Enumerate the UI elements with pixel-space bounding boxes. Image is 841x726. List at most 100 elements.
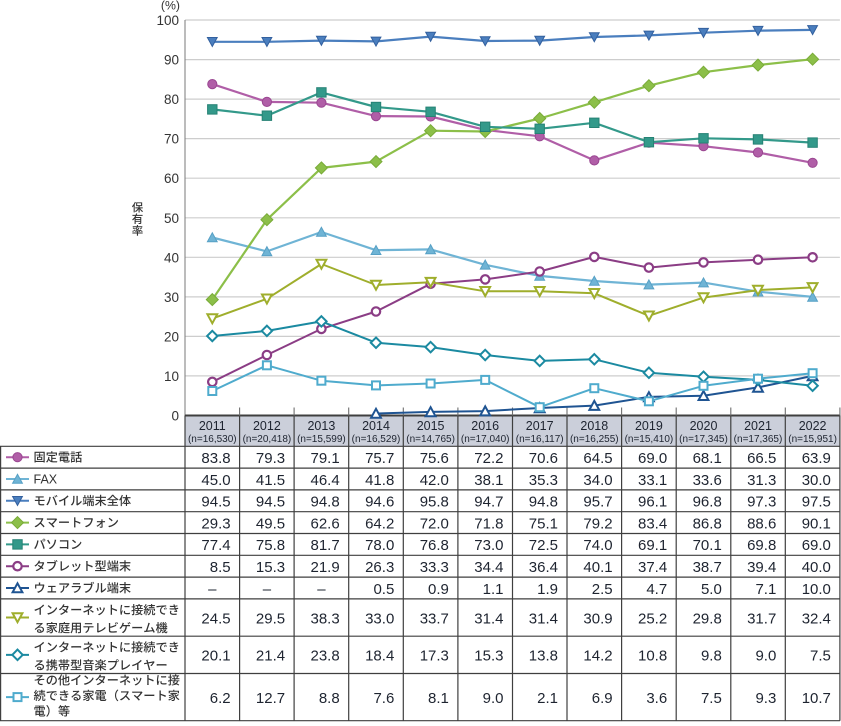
svg-text:12.7: 12.7 — [256, 690, 285, 707]
svg-text:10: 10 — [164, 369, 179, 384]
svg-text:8.1: 8.1 — [428, 690, 449, 707]
svg-text:(n=16,530): (n=16,530) — [188, 434, 237, 445]
svg-text:2016: 2016 — [471, 419, 499, 433]
svg-text:17.3: 17.3 — [420, 648, 449, 665]
svg-text:33.1: 33.1 — [638, 472, 667, 489]
svg-text:30: 30 — [164, 290, 179, 305]
svg-text:1.9: 1.9 — [537, 581, 558, 598]
svg-text:73.0: 73.0 — [474, 537, 503, 554]
svg-text:29.3: 29.3 — [201, 515, 230, 532]
svg-text:80: 80 — [164, 92, 179, 107]
svg-text:69.1: 69.1 — [638, 537, 667, 554]
svg-text:21.4: 21.4 — [256, 648, 285, 665]
svg-text:90.1: 90.1 — [802, 515, 831, 532]
svg-text:8.5: 8.5 — [210, 559, 231, 576]
svg-text:95.8: 95.8 — [420, 494, 449, 511]
svg-text:29.5: 29.5 — [256, 610, 285, 627]
svg-text:18.4: 18.4 — [365, 648, 394, 665]
svg-text:(n=14,765): (n=14,765) — [406, 434, 455, 445]
svg-text:2.1: 2.1 — [537, 690, 558, 707]
svg-text:2021: 2021 — [744, 419, 772, 433]
svg-text:23.8: 23.8 — [310, 648, 339, 665]
svg-text:31.7: 31.7 — [747, 610, 776, 627]
svg-text:9.3: 9.3 — [755, 690, 776, 707]
svg-text:(n=15,599): (n=15,599) — [297, 434, 346, 445]
svg-text:4.7: 4.7 — [646, 581, 667, 598]
svg-text:38.1: 38.1 — [474, 472, 503, 489]
svg-text:(%): (%) — [161, 0, 180, 12]
svg-text:2019: 2019 — [635, 419, 663, 433]
svg-text:8.8: 8.8 — [319, 690, 340, 707]
svg-text:10.0: 10.0 — [802, 581, 831, 598]
svg-text:2013: 2013 — [307, 419, 335, 433]
svg-text:(n=17,345): (n=17,345) — [679, 434, 728, 445]
svg-text:25.2: 25.2 — [638, 610, 667, 627]
svg-text:5.0: 5.0 — [701, 581, 722, 598]
svg-text:70.1: 70.1 — [693, 537, 722, 554]
svg-text:–: – — [263, 581, 272, 598]
svg-text:6.9: 6.9 — [592, 690, 613, 707]
svg-text:2.5: 2.5 — [592, 581, 613, 598]
svg-text:96.1: 96.1 — [638, 494, 667, 511]
svg-text:24.5: 24.5 — [201, 610, 230, 627]
svg-text:46.4: 46.4 — [310, 472, 339, 489]
svg-text:2022: 2022 — [799, 419, 827, 433]
svg-text:81.7: 81.7 — [310, 537, 339, 554]
svg-text:94.8: 94.8 — [310, 494, 339, 511]
svg-text:97.3: 97.3 — [747, 494, 776, 511]
svg-text:15.3: 15.3 — [256, 559, 285, 576]
svg-text:77.4: 77.4 — [201, 537, 230, 554]
svg-text:40.0: 40.0 — [802, 559, 831, 576]
svg-text:72.2: 72.2 — [474, 450, 503, 467]
svg-text:41.5: 41.5 — [256, 472, 285, 489]
svg-text:79.3: 79.3 — [256, 450, 285, 467]
svg-text:33.3: 33.3 — [420, 559, 449, 576]
svg-text:94.7: 94.7 — [474, 494, 503, 511]
svg-text:75.6: 75.6 — [420, 450, 449, 467]
svg-text:86.8: 86.8 — [693, 515, 722, 532]
svg-text:31.4: 31.4 — [474, 610, 503, 627]
svg-text:0: 0 — [171, 409, 179, 424]
svg-text:30.9: 30.9 — [583, 610, 612, 627]
svg-text:37.4: 37.4 — [638, 559, 667, 576]
svg-text:34.0: 34.0 — [583, 472, 612, 489]
svg-text:41.8: 41.8 — [365, 472, 394, 489]
svg-text:33.7: 33.7 — [420, 610, 449, 627]
svg-text:83.8: 83.8 — [201, 450, 230, 467]
svg-text:100: 100 — [156, 13, 179, 28]
svg-text:2018: 2018 — [580, 419, 608, 433]
svg-text:62.6: 62.6 — [310, 515, 339, 532]
svg-text:6.2: 6.2 — [210, 690, 231, 707]
svg-text:42.0: 42.0 — [420, 472, 449, 489]
svg-text:30.0: 30.0 — [802, 472, 831, 489]
svg-text:(n=16,117): (n=16,117) — [516, 434, 564, 445]
svg-text:(n=17,365): (n=17,365) — [734, 434, 783, 445]
svg-text:39.4: 39.4 — [747, 559, 776, 576]
svg-text:35.3: 35.3 — [529, 472, 558, 489]
svg-text:75.1: 75.1 — [529, 515, 558, 532]
svg-text:7.5: 7.5 — [810, 648, 831, 665]
svg-text:36.4: 36.4 — [529, 559, 558, 576]
svg-text:0.5: 0.5 — [373, 581, 394, 598]
svg-text:49.5: 49.5 — [256, 515, 285, 532]
svg-text:63.9: 63.9 — [802, 450, 831, 467]
svg-text:94.5: 94.5 — [256, 494, 285, 511]
svg-text:2017: 2017 — [526, 419, 554, 433]
svg-text:75.7: 75.7 — [365, 450, 394, 467]
svg-text:2012: 2012 — [253, 419, 281, 433]
svg-text:2014: 2014 — [362, 419, 390, 433]
svg-text:79.2: 79.2 — [583, 515, 612, 532]
svg-text:31.3: 31.3 — [747, 472, 776, 489]
svg-text:32.4: 32.4 — [802, 610, 831, 627]
svg-text:(n=16,255): (n=16,255) — [570, 434, 619, 445]
svg-text:20.1: 20.1 — [201, 648, 230, 665]
svg-text:72.0: 72.0 — [420, 515, 449, 532]
svg-text:69.0: 69.0 — [638, 450, 667, 467]
svg-text:3.6: 3.6 — [646, 690, 667, 707]
svg-text:14.2: 14.2 — [583, 648, 612, 665]
svg-text:2011: 2011 — [199, 419, 226, 433]
svg-text:9.0: 9.0 — [483, 690, 504, 707]
svg-text:1.1: 1.1 — [483, 581, 504, 598]
svg-text:66.5: 66.5 — [747, 450, 776, 467]
svg-text:7.1: 7.1 — [755, 581, 776, 598]
